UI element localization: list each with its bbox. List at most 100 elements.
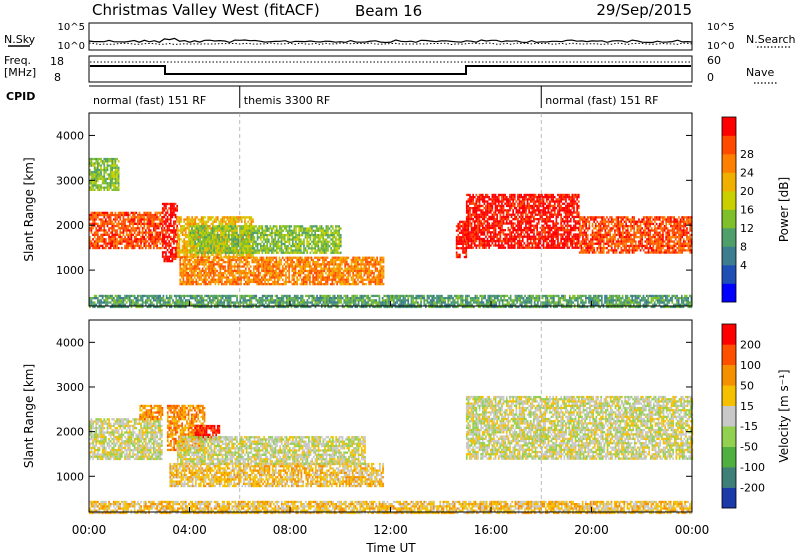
data-cell <box>198 274 201 277</box>
data-cell <box>116 182 118 185</box>
data-cell <box>234 220 237 223</box>
data-cell <box>113 229 115 232</box>
data-cell <box>462 225 464 228</box>
data-cell <box>275 263 278 266</box>
data-cell <box>329 283 332 286</box>
data-cell <box>477 233 479 236</box>
data-cell <box>302 265 305 268</box>
data-cell <box>133 216 136 219</box>
data-cell <box>220 251 222 254</box>
data-cell <box>217 256 220 259</box>
data-cell <box>505 211 508 214</box>
data-cell <box>327 227 329 230</box>
data-cell <box>111 244 114 247</box>
data-cell <box>291 256 294 259</box>
data-cell <box>369 272 372 275</box>
data-cell <box>278 274 281 277</box>
data-cell <box>240 276 242 279</box>
data-cell <box>333 263 335 266</box>
data-cell <box>488 204 490 208</box>
data-cell <box>169 244 172 247</box>
data-cell <box>258 225 260 228</box>
data-cell <box>360 272 362 275</box>
data-cell <box>263 247 265 250</box>
data-cell <box>223 251 225 254</box>
data-cell <box>528 235 530 238</box>
data-cell <box>361 269 364 273</box>
data-cell <box>336 267 338 270</box>
data-cell <box>237 251 240 254</box>
data-cell <box>100 166 102 169</box>
data-cell <box>251 234 254 237</box>
data-cell <box>214 274 217 277</box>
data-cell <box>157 211 160 214</box>
data-cell <box>309 274 311 277</box>
data-cell <box>477 209 479 212</box>
data-cell <box>181 267 183 270</box>
data-cell <box>232 236 235 239</box>
data-cell <box>501 242 503 245</box>
data-cell <box>288 278 290 281</box>
data-cell <box>257 280 260 284</box>
data-cell <box>171 211 174 214</box>
data-cell <box>382 276 385 279</box>
data-cell <box>481 196 484 199</box>
data-cell <box>515 211 518 214</box>
data-cell <box>272 227 275 230</box>
data-cell <box>287 249 289 252</box>
data-cell <box>208 274 210 277</box>
data-cell <box>243 234 246 237</box>
data-cell <box>509 244 511 247</box>
data-cell <box>201 269 204 273</box>
data-cell <box>208 276 210 279</box>
data-cell <box>141 218 144 221</box>
data-cell <box>100 218 102 221</box>
data-cell <box>119 211 122 214</box>
data-cell <box>253 240 256 243</box>
data-cell <box>488 222 490 225</box>
data-cell <box>179 256 182 259</box>
data-cell <box>231 225 233 228</box>
data-cell <box>317 240 320 243</box>
data-cell <box>151 238 154 241</box>
data-cell <box>470 215 473 219</box>
nave-label: Nave <box>746 66 774 79</box>
data-cell <box>513 213 516 216</box>
data-cell <box>338 251 340 254</box>
data-cell <box>181 283 183 286</box>
data-cell <box>113 222 115 225</box>
data-cell <box>312 263 314 266</box>
data-cell <box>192 249 195 252</box>
data-cell <box>305 283 308 286</box>
data-cell <box>312 234 315 237</box>
data-cell <box>189 251 192 254</box>
data-cell <box>130 216 133 219</box>
data-cell <box>320 249 323 252</box>
data-cell <box>189 222 192 226</box>
data-cell <box>491 235 494 238</box>
data-cell <box>526 207 529 210</box>
data-cell <box>344 274 346 277</box>
data-cell <box>192 220 195 223</box>
data-cell <box>109 182 112 185</box>
data-cell <box>203 247 206 250</box>
data-cell <box>103 240 106 243</box>
data-cell <box>355 267 358 270</box>
data-cell <box>106 162 109 165</box>
data-cell <box>240 229 243 232</box>
data-cell <box>159 211 162 214</box>
data-cell <box>501 229 503 232</box>
data-cell <box>314 249 316 252</box>
data-cell <box>168 244 170 247</box>
data-cell <box>288 240 291 243</box>
data-cell <box>106 188 109 191</box>
data-cell <box>485 193 487 197</box>
data-cell <box>183 220 185 223</box>
data-cell <box>130 244 133 247</box>
data-cell <box>111 238 114 241</box>
data-cell <box>455 240 458 243</box>
data-cell <box>315 283 318 286</box>
data-cell <box>213 269 215 273</box>
data-cell <box>100 168 102 172</box>
data-cell <box>502 246 505 249</box>
